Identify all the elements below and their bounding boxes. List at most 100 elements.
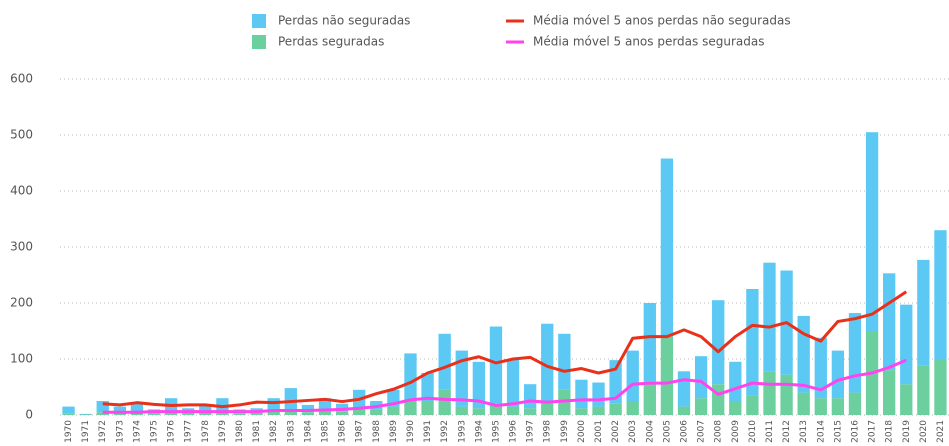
- bar: [814, 337, 827, 399]
- bar: [694, 356, 708, 399]
- bar: [763, 371, 776, 415]
- bar: [506, 359, 520, 407]
- bar: [575, 408, 588, 415]
- bar: [763, 262, 776, 372]
- x-tick-label: 1998: [543, 420, 553, 443]
- x-tick-label: 2007: [697, 420, 707, 443]
- bar: [558, 333, 571, 390]
- bar: [472, 408, 486, 415]
- bar: [301, 404, 315, 413]
- bar: [677, 406, 691, 415]
- x-tick-label: 1976: [167, 420, 177, 443]
- x-tick-label: 1970: [64, 420, 74, 443]
- x-tick-label: 2004: [645, 420, 655, 443]
- line: [102, 290, 908, 409]
- bar: [62, 406, 75, 414]
- bar: [404, 353, 417, 401]
- x-tick-label: 2012: [782, 420, 792, 443]
- x-tick-label: 1981: [252, 420, 262, 443]
- bar: [643, 381, 656, 415]
- x-tick-label: 1983: [286, 420, 296, 443]
- bar: [438, 333, 451, 390]
- x-tick-label: 2019: [902, 420, 912, 443]
- x-tick-label: 2005: [662, 420, 672, 443]
- bar: [164, 411, 178, 415]
- bar: [455, 406, 468, 415]
- bar: [712, 384, 725, 415]
- x-tick-label: 1994: [474, 420, 484, 443]
- bar: [575, 379, 588, 409]
- x-tick-label: 2015: [833, 420, 843, 443]
- bar: [96, 401, 109, 413]
- bar: [523, 384, 537, 409]
- x-tick-label: 1974: [132, 420, 142, 443]
- x-tick-label: 1977: [184, 420, 194, 443]
- bar: [489, 326, 503, 404]
- x-tick-label: 2006: [680, 420, 690, 443]
- bar: [284, 410, 297, 415]
- bar: [934, 359, 947, 415]
- x-tick-label: 2000: [577, 420, 587, 443]
- x-tick-label: 1987: [355, 420, 365, 443]
- bar: [335, 411, 349, 415]
- bar: [660, 158, 674, 337]
- bar: [541, 401, 554, 415]
- bar: [848, 313, 862, 393]
- x-tick-label: 1979: [218, 420, 228, 443]
- x-tick-label: 2013: [799, 420, 809, 443]
- x-tick-label: 1990: [406, 420, 416, 443]
- bar: [883, 370, 896, 415]
- x-tick-label: 1996: [509, 420, 519, 443]
- bar: [626, 401, 639, 415]
- line: [102, 358, 907, 414]
- x-tick-label: 1988: [372, 420, 382, 443]
- bar: [660, 336, 674, 415]
- x-tick-label: 2014: [816, 420, 826, 443]
- bar: [643, 303, 656, 382]
- bar: [609, 403, 622, 415]
- bar: [370, 409, 383, 415]
- x-tick-label: 1985: [320, 420, 330, 443]
- bar: [267, 410, 280, 415]
- bar: [694, 398, 708, 415]
- x-tick-label: 1986: [338, 420, 348, 443]
- x-tick-label: 1973: [115, 420, 125, 443]
- bar: [421, 373, 434, 401]
- legend-swatch: [252, 14, 266, 28]
- x-tick-label: 2009: [731, 420, 741, 443]
- x-tick-label: 2010: [748, 420, 758, 443]
- x-tick-label: 1991: [423, 420, 433, 443]
- bar: [489, 403, 503, 415]
- legend-label: Média móvel 5 anos perdas seguradas: [533, 35, 764, 49]
- bar: [353, 408, 366, 415]
- y-tick-label: 500: [10, 128, 33, 142]
- bar: [113, 412, 126, 415]
- bar: [62, 413, 75, 415]
- y-tick-label: 0: [25, 408, 33, 422]
- bar: [746, 289, 759, 396]
- bar: [900, 304, 913, 385]
- x-tick-label: 1982: [269, 420, 279, 443]
- bar: [626, 350, 639, 401]
- x-tick-label: 2018: [885, 420, 895, 443]
- legend-label: Média móvel 5 anos perdas não seguradas: [533, 14, 791, 28]
- bar: [79, 414, 92, 415]
- y-tick-label: 300: [10, 240, 33, 254]
- bar: [284, 388, 297, 411]
- x-tick-label: 1992: [440, 420, 450, 443]
- bar: [455, 350, 468, 407]
- bar: [182, 412, 195, 415]
- bar: [216, 411, 229, 415]
- x-tick-label: 2002: [611, 420, 621, 443]
- x-tick-label: 1997: [526, 420, 536, 443]
- bar: [917, 365, 930, 415]
- bar: [883, 273, 896, 371]
- bar: [592, 382, 605, 407]
- x-tick-label: 2001: [594, 420, 604, 443]
- bar: [335, 403, 349, 412]
- bar: [318, 398, 332, 411]
- y-tick-label: 100: [10, 352, 33, 366]
- bar: [592, 406, 605, 415]
- bar: [267, 398, 280, 411]
- bar: [729, 401, 742, 415]
